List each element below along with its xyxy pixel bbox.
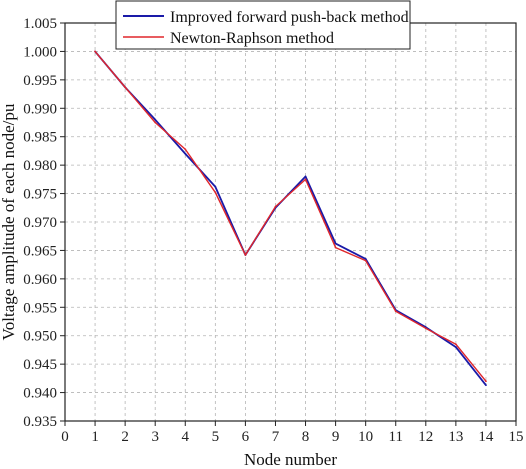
data-point-newton [394,310,397,313]
x-tick-label: 1 [91,429,99,445]
legend-box [115,0,411,50]
x-tick-label: 9 [332,429,340,445]
data-point-improved [364,258,367,260]
data-point-newton [214,191,217,194]
y-tick-label: 0.945 [23,357,57,373]
x-tick-label: 12 [418,429,433,445]
data-point-newton [364,259,367,262]
y-tick-label: 0.955 [23,300,57,316]
legend: Improved forward push-back method Newton… [115,0,411,50]
data-point-newton [454,343,457,346]
y-tick-label: 0.935 [23,414,57,430]
data-point-improved [154,118,157,121]
grid [65,23,516,421]
y-tick-label: 1.000 [23,44,57,60]
x-tick-label: 7 [272,429,280,445]
series-lines [94,50,487,387]
data-point-improved [334,242,337,245]
x-tick-label: 15 [509,429,524,445]
x-tick-label: 0 [61,429,69,445]
data-point-newton [124,86,127,89]
x-tick-label: 5 [212,429,220,445]
data-point-newton [184,148,187,151]
data-point-newton [154,121,157,124]
y-tick-label: 0.970 [23,215,57,231]
data-point-newton [274,205,277,208]
data-point-newton [424,327,427,330]
data-point-improved [454,346,457,348]
data-point-newton [334,246,337,249]
data-point-newton [304,178,307,181]
y-tick-label: 0.960 [23,272,57,288]
data-point-improved [184,152,187,155]
x-tick-label: 6 [242,429,250,445]
x-tick-label: 10 [358,429,373,445]
x-tick-label: 14 [478,429,494,445]
series-line-improved [94,50,487,386]
y-tick-label: 0.950 [23,329,57,345]
legend-label-newton: Newton-Raphson method [170,30,334,47]
y-tick-label: 0.975 [23,187,57,203]
x-tick-label: 4 [182,429,190,445]
y-tick-label: 0.980 [23,158,57,174]
y-tick-label: 0.940 [23,386,57,402]
data-point-improved [214,185,217,188]
legend-label-improved: Improved forward push-back method [170,9,409,26]
data-point-improved [485,384,487,387]
y-tick-label: 0.985 [23,130,57,146]
y-tick-label: 0.990 [23,101,57,117]
x-tick-label: 2 [121,429,129,445]
y-tick-label: 0.995 [23,73,57,89]
y-tick-label: 1.005 [23,16,57,32]
data-point-newton [485,380,487,383]
x-tick-label: 8 [302,429,310,445]
axis-ticks: 0 1 2 3 4 5 6 7 8 9 10 11 12 13 14 150.9350.9400.9450.9… [23,16,523,445]
data-point-improved [304,175,307,178]
series-line-newton [94,50,487,382]
data-point-newton [94,50,96,53]
data-point-newton [244,254,247,256]
x-tick-label: 13 [448,429,463,445]
x-axis-title: Node number [244,450,337,469]
x-tick-label: 11 [389,429,403,445]
y-tick-label: 0.965 [23,243,57,259]
y-axis-title: Voltage amplitude of each node/pu [0,103,18,340]
x-tick-label: 3 [151,429,159,445]
